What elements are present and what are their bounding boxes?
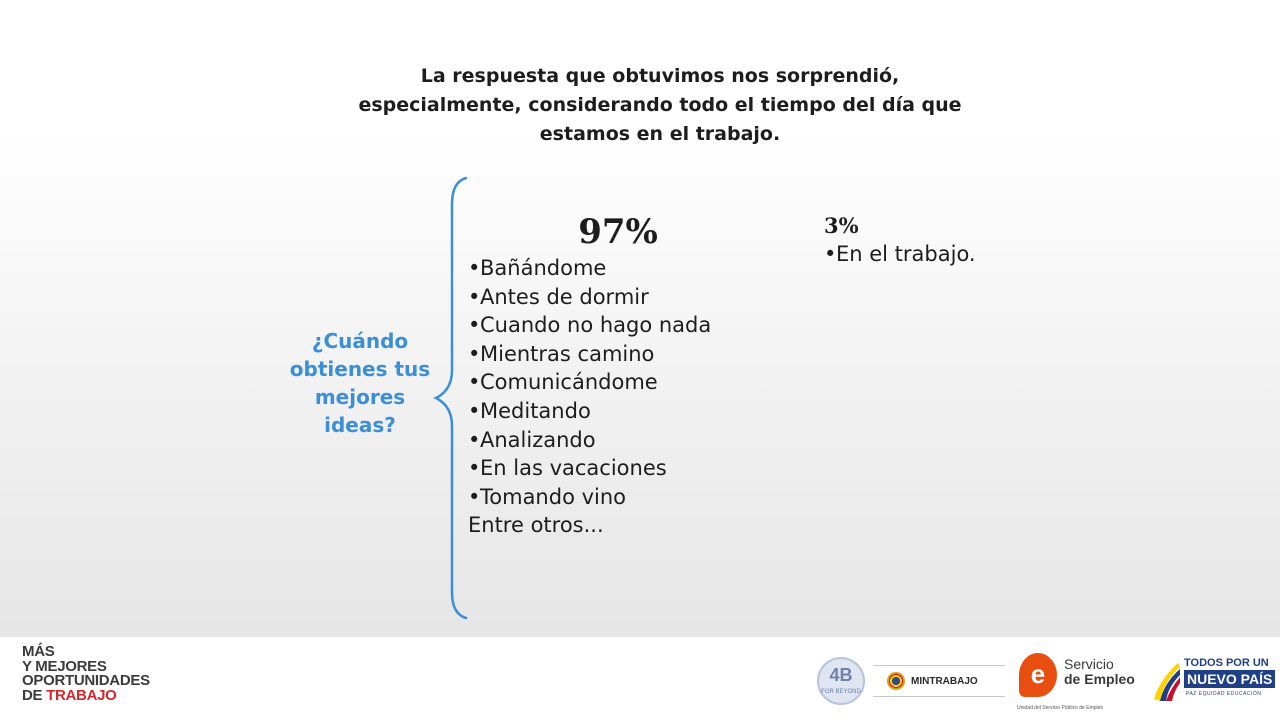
- list-item: •Comunicándome: [468, 368, 788, 397]
- bullet: •: [468, 256, 481, 280]
- bullet: •: [824, 242, 837, 266]
- todos-por-un-nuevo-pais-logo: TODOS POR UN NUEVO PAÍS PAZ EQUIDAD EDUC…: [1148, 653, 1276, 713]
- headline-line-3: estamos en el trabajo.: [539, 123, 781, 145]
- 4b-logo: 4B FOR BEYOND: [817, 657, 865, 705]
- list-item-text: Mientras camino: [480, 341, 655, 366]
- slide-headline: La respuesta que obtuvimos nos sorprendi…: [300, 62, 1020, 149]
- tpunp-line-1: TODOS POR UN: [1184, 657, 1269, 669]
- mintrabajo-label: MINTRABAJO: [911, 675, 978, 687]
- brand-line-1: MÁS: [22, 643, 55, 660]
- list-item-text: Bañándome: [480, 256, 607, 280]
- list-item-text: Cuando no hago nada: [480, 313, 712, 338]
- servicio-subtitle: Unidad del Servicio Público de Empleo: [1017, 705, 1104, 711]
- bullet: •: [468, 341, 481, 366]
- list-item: •En el trabajo.: [824, 240, 976, 269]
- list-item-text: Meditando: [480, 398, 591, 423]
- brand-line-3: OPORTUNIDADES: [22, 672, 150, 689]
- list-item: •Tomando vino: [468, 483, 788, 512]
- bullet: •: [468, 456, 481, 481]
- list-item-text: Analizando: [480, 427, 596, 452]
- question-line-1: ¿Cuándo: [311, 329, 409, 353]
- bullet: •: [468, 484, 481, 509]
- list-item: •En las vacaciones: [468, 454, 788, 483]
- colombia-seal-icon: [887, 672, 905, 690]
- mas-y-mejores-oportunidades-logo: MÁS Y MEJORES OPORTUNIDADES DE TRABAJO: [22, 643, 150, 704]
- minority-percent: 3%: [824, 213, 859, 238]
- list-item-text: Antes de dormir: [480, 284, 649, 309]
- list-item: •Antes de dormir: [468, 283, 788, 312]
- minority-column: 3% •En el trabajo.: [824, 212, 976, 269]
- question-text: ¿Cuándo obtienes tus mejores ideas?: [280, 327, 440, 439]
- curly-brace: [433, 176, 468, 620]
- list-item-text: En las vacaciones: [480, 456, 667, 481]
- servicio-title: Servicio de Empleo: [1064, 657, 1135, 687]
- servicio-de-empleo-logo: e Servicio de Empleo Unidad del Servicio…: [1017, 651, 1137, 715]
- servicio-line-1: Servicio: [1064, 656, 1114, 672]
- 4b-logo-tagline: FOR BEYOND: [821, 689, 861, 695]
- majority-percent: 97%: [578, 212, 658, 252]
- bullet: •: [468, 370, 481, 395]
- brand-line-4: DE TRABAJO: [22, 686, 150, 704]
- 4b-logo-mark: 4B: [829, 665, 853, 685]
- majority-list: •Bañándome •Antes de dormir •Cuando no h…: [468, 254, 788, 540]
- tpunp-line-3: PAZ EQUIDAD EDUCACIÓN: [1186, 691, 1262, 697]
- list-item-text: Comunicándome: [480, 370, 658, 395]
- majority-column: 97% •Bañándome •Antes de dormir •Cuando …: [468, 210, 788, 540]
- list-item: •Meditando: [468, 397, 788, 426]
- bullet: •: [468, 398, 481, 423]
- servicio-e-icon: e: [1019, 653, 1057, 697]
- tpunp-line-2: NUEVO PAÍS: [1184, 670, 1276, 688]
- list-item: •Cuando no hago nada: [468, 311, 788, 340]
- headline-line-1: La respuesta que obtuvimos nos sorprendi…: [420, 65, 900, 87]
- brand-line-2: Y MEJORES: [22, 657, 107, 675]
- question-line-3: mejores: [314, 385, 406, 409]
- mintrabajo-logo: MINTRABAJO: [873, 665, 1005, 697]
- headline-line-2: especialmente, considerando todo el tiem…: [358, 94, 962, 116]
- servicio-line-2: de Empleo: [1064, 671, 1135, 687]
- bullet: •: [468, 427, 481, 452]
- list-item: •Analizando: [468, 426, 788, 455]
- bullet: •: [468, 313, 481, 338]
- list-item-text: Tomando vino: [480, 484, 627, 509]
- list-item: •Bañándome: [468, 254, 788, 283]
- footer-logo-bar: MÁS Y MEJORES OPORTUNIDADES DE TRABAJO 4…: [0, 637, 1280, 720]
- colombia-flag-icon: [1154, 663, 1180, 701]
- list-item: •Mientras camino: [468, 340, 788, 369]
- question-line-4: ideas?: [324, 413, 396, 437]
- question-line-2: obtienes tus: [289, 357, 431, 381]
- brand-line-4-prefix: DE: [22, 686, 47, 704]
- list-footer-note: Entre otros...: [468, 513, 604, 538]
- bullet: •: [468, 284, 481, 309]
- list-item-text: En el trabajo.: [836, 242, 976, 266]
- brand-line-4-highlight: TRABAJO: [46, 686, 117, 704]
